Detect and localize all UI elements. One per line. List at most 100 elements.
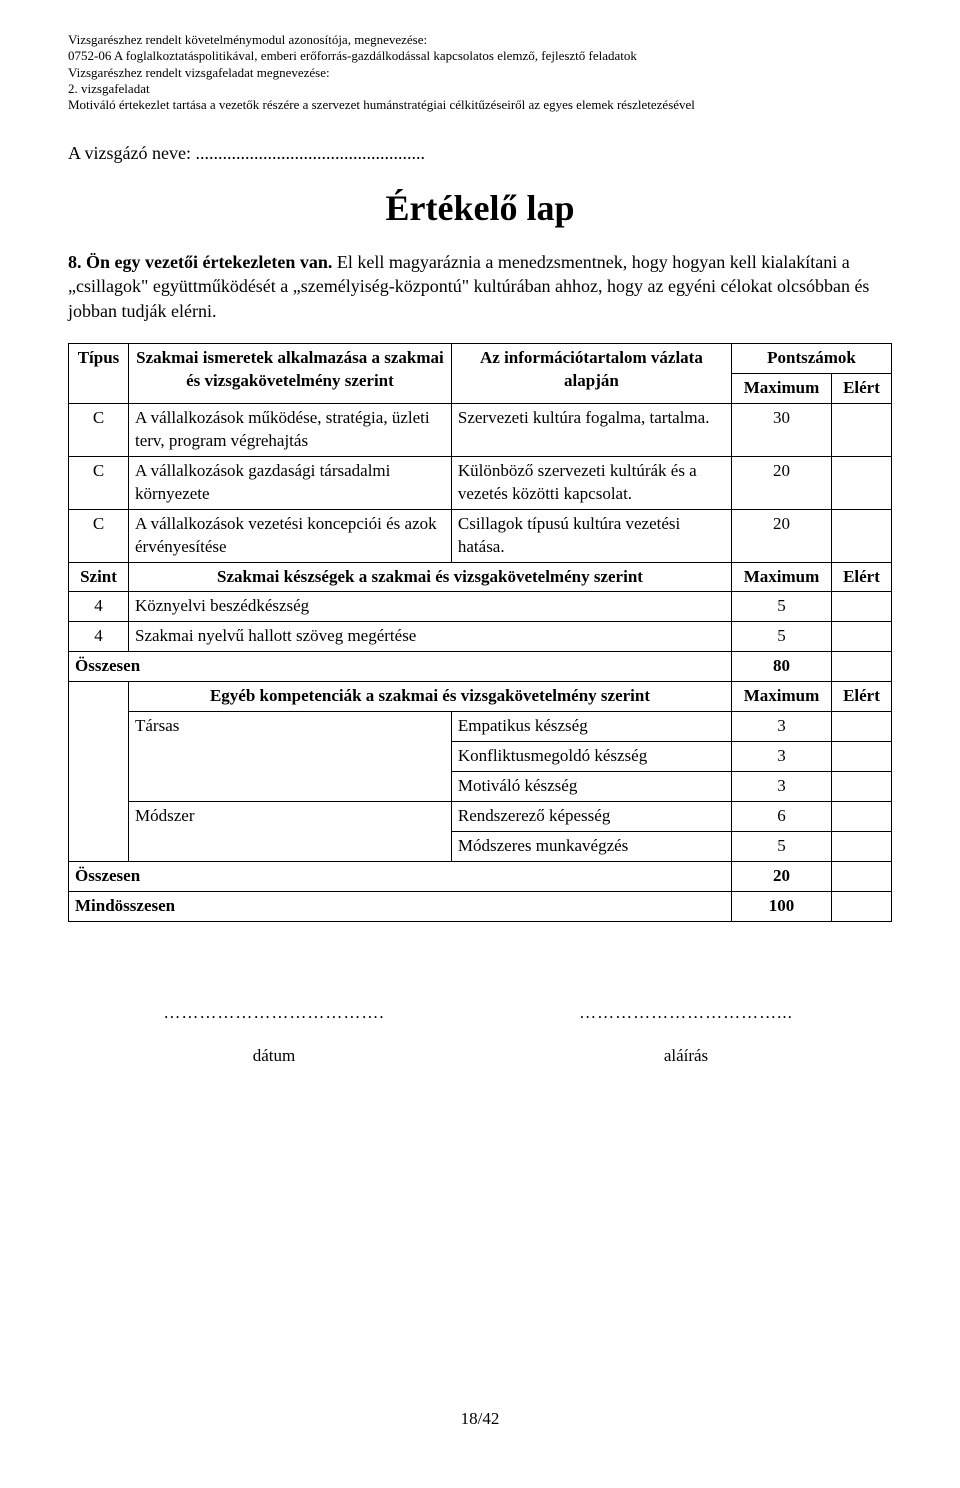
th-maximum-2: Maximum [732, 562, 832, 592]
cell-osszesen-2-label: Összesen [69, 861, 732, 891]
cell-szak: A vállalkozások működése, stratégia, üzl… [129, 403, 452, 456]
cell-szak: A vállalkozások gazdasági társadalmi kör… [129, 456, 452, 509]
cell-mindossz-label: Mindösszesen [69, 891, 732, 921]
cell-elert [832, 592, 892, 622]
cell-tipus: C [69, 509, 129, 562]
table-row: Módszeres munkavégzés 5 [69, 831, 892, 861]
cell-elert [832, 712, 892, 742]
cell-max: 3 [732, 712, 832, 742]
cell-mindossz-val: 100 [732, 891, 832, 921]
candidate-name-dots: ........................................… [195, 143, 425, 163]
candidate-name-label: A vizsgázó neve: [68, 143, 191, 163]
cell-blank [69, 802, 129, 832]
cell-max: 5 [732, 592, 832, 622]
header-line-4: 2. vizsgafeladat [68, 81, 892, 97]
date-label: dátum [68, 1045, 480, 1068]
candidate-name-line: A vizsgázó neve: .......................… [68, 141, 892, 165]
table-row: 4 Köznyelvi beszédkészség 5 [69, 592, 892, 622]
cell-szint: 4 [69, 592, 129, 622]
table-header-row-1: Típus Szakmai ismeretek alkalmazása a sz… [69, 344, 892, 374]
task-lead: Ön egy vezetői értekezleten van. [86, 252, 332, 272]
cell-info: Szervezeti kultúra fogalma, tartalma. [451, 403, 731, 456]
cell-blank [69, 742, 129, 772]
cell-blank [69, 712, 129, 742]
cell-egyeb-label: Motiváló készség [451, 772, 731, 802]
table-row: 4 Szakmai nyelvű hallott szöveg megértés… [69, 622, 892, 652]
cell-tipus: C [69, 403, 129, 456]
th-info: Az információtartalom vázlata alapján [451, 344, 731, 404]
header-line-2: 0752-06 A foglalkoztatáspolitikával, emb… [68, 48, 892, 64]
table-row-osszesen: Összesen 20 [69, 861, 892, 891]
th-keszseg: Szakmai készségek a szakmai és vizsgaköv… [129, 562, 732, 592]
cell-max: 30 [732, 403, 832, 456]
cell-elert [832, 403, 892, 456]
table-row: Módszer Rendszerező képesség 6 [69, 802, 892, 832]
table-header-szint: Szint Szakmai készségek a szakmai és viz… [69, 562, 892, 592]
task-number: 8. [68, 252, 82, 272]
sign-label: aláírás [480, 1045, 892, 1068]
cell-osszesen-1-val: 80 [732, 652, 832, 682]
sign-dots: ……………………………... [480, 1002, 892, 1025]
th-maximum-3: Maximum [732, 682, 832, 712]
table-row: Motiváló készség 3 [69, 772, 892, 802]
cell-egyeb-label: Empatikus készség [451, 712, 731, 742]
header-block: Vizsgarészhez rendelt követelménymodul a… [68, 32, 892, 113]
cell-szak: A vállalkozások vezetési koncepciói és a… [129, 509, 452, 562]
th-szint: Szint [69, 562, 129, 592]
cell-elert [832, 802, 892, 832]
table-row-osszesen: Összesen 80 [69, 652, 892, 682]
table-row: Társas Empatikus készség 3 [69, 712, 892, 742]
table-header-egyeb: Egyéb kompetenciák a szakmai és vizsgakö… [69, 682, 892, 712]
cell-max: 3 [732, 742, 832, 772]
th-elert-2: Elért [832, 562, 892, 592]
cell-blank [69, 682, 129, 712]
cell-max: 20 [732, 456, 832, 509]
cell-max: 5 [732, 622, 832, 652]
cell-osszesen-2-val: 20 [732, 861, 832, 891]
cell-tipus: C [69, 456, 129, 509]
cell-elert [832, 861, 892, 891]
th-elert: Elért [832, 373, 892, 403]
th-egyeb: Egyéb kompetenciák a szakmai és vizsgakö… [129, 682, 732, 712]
th-elert-3: Elért [832, 682, 892, 712]
cell-blank [69, 772, 129, 802]
th-szakmai: Szakmai ismeretek alkalmazása a szakmai … [129, 344, 452, 404]
header-line-1: Vizsgarészhez rendelt követelménymodul a… [68, 32, 892, 48]
header-line-5: Motiváló értekezlet tartása a vezetők ré… [68, 97, 892, 113]
cell-elert [832, 891, 892, 921]
cell-info: Különböző szervezeti kultúrák és a vezet… [451, 456, 731, 509]
cell-egyeb-cat: Módszer [129, 802, 452, 832]
cell-blank [69, 831, 129, 861]
cell-keszseg: Szakmai nyelvű hallott szöveg megértése [129, 622, 732, 652]
cell-max: 3 [732, 772, 832, 802]
table-row-mindosszesen: Mindösszesen 100 [69, 891, 892, 921]
table-row: C A vállalkozások gazdasági társadalmi k… [69, 456, 892, 509]
cell-egyeb-cat: Társas [129, 712, 452, 742]
cell-szint: 4 [69, 622, 129, 652]
cell-egyeb-cat [129, 831, 452, 861]
cell-elert [832, 456, 892, 509]
cell-elert [832, 772, 892, 802]
cell-elert [832, 652, 892, 682]
cell-osszesen-1-label: Összesen [69, 652, 732, 682]
cell-egyeb-cat [129, 742, 452, 772]
signature-row: ………………………………. dátum ……………………………... aláír… [68, 1002, 892, 1068]
signature-date-col: ………………………………. dátum [68, 1002, 480, 1068]
signature-sign-col: ……………………………... aláírás [480, 1002, 892, 1068]
header-line-3: Vizsgarészhez rendelt vizsgafeladat megn… [68, 65, 892, 81]
cell-keszseg: Köznyelvi beszédkészség [129, 592, 732, 622]
cell-elert [832, 742, 892, 772]
task-block: 8. Ön egy vezetői értekezleten van. El k… [68, 250, 892, 323]
cell-egyeb-label: Módszeres munkavégzés [451, 831, 731, 861]
cell-max: 5 [732, 831, 832, 861]
th-pontszamok: Pontszámok [732, 344, 892, 374]
cell-egyeb-label: Konfliktusmegoldó készség [451, 742, 731, 772]
table-row: C A vállalkozások vezetési koncepciói és… [69, 509, 892, 562]
page-number: 18/42 [68, 1408, 892, 1431]
evaluation-table: Típus Szakmai ismeretek alkalmazása a sz… [68, 343, 892, 922]
main-title: Értékelő lap [68, 184, 892, 233]
cell-elert [832, 622, 892, 652]
date-dots: ………………………………. [68, 1002, 480, 1025]
cell-elert [832, 509, 892, 562]
table-row: C A vállalkozások működése, stratégia, ü… [69, 403, 892, 456]
